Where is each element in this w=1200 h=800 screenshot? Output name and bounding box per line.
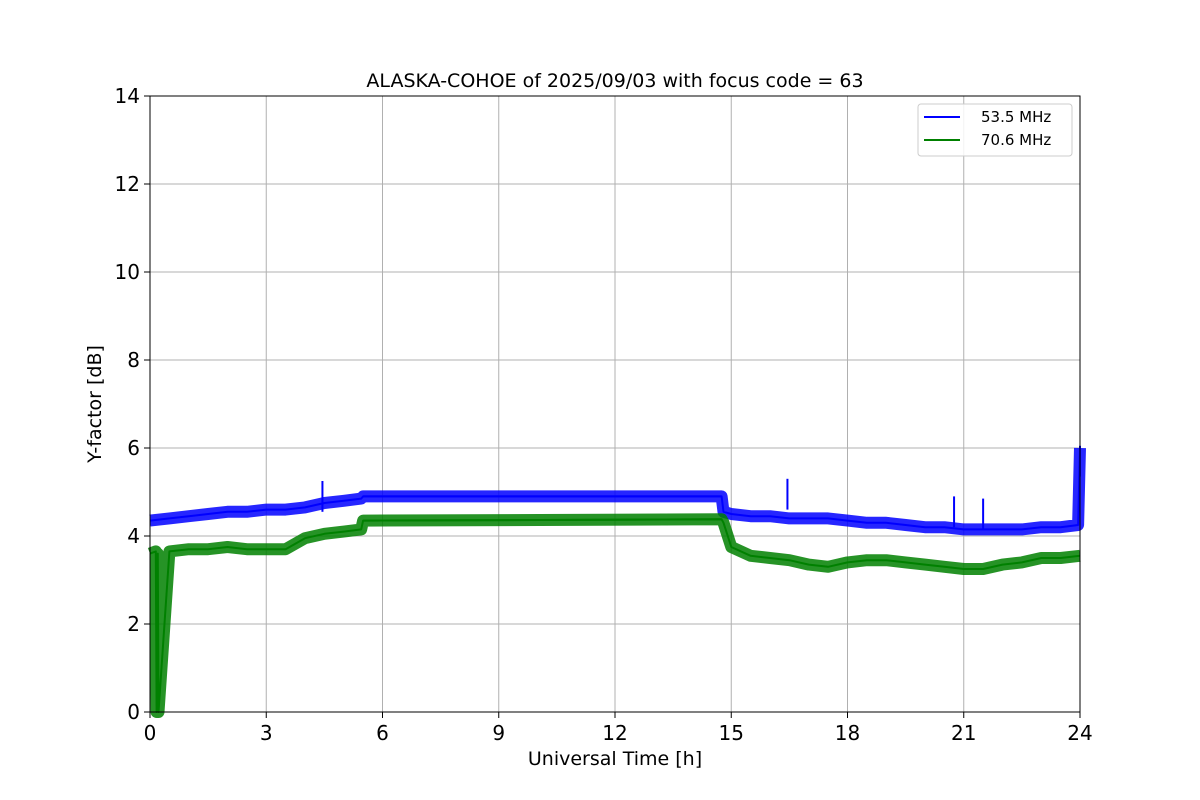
y-axis-label: Y-factor [dB] (84, 345, 106, 464)
plot-lines (147, 445, 1086, 718)
x-tick-label: 18 (835, 721, 860, 745)
x-tick-label: 15 (719, 721, 744, 745)
x-tick-label: 24 (1067, 721, 1092, 745)
chart-title: ALASKA-COHOE of 2025/09/03 with focus co… (366, 70, 863, 92)
y-tick-label: 14 (115, 84, 140, 108)
series-noise-band-0 (149, 447, 1086, 536)
y-tick-label: 10 (115, 260, 140, 284)
x-tick-label: 21 (951, 721, 976, 745)
series-noise-band-1 (147, 513, 1081, 718)
y-tick-label: 6 (127, 436, 140, 460)
x-tick-label: 9 (492, 721, 505, 745)
y-tick-label: 12 (115, 172, 140, 196)
y-tick-label: 4 (127, 524, 140, 548)
x-axis-label: Universal Time [h] (528, 748, 702, 770)
y-tick-label: 2 (127, 612, 140, 636)
x-tick-label: 6 (376, 721, 389, 745)
series-gap-line-1 (363, 518, 722, 522)
x-tick-label: 0 (144, 721, 157, 745)
legend-label-53-5: 53.5 MHz (981, 108, 1051, 126)
x-tick-label: 3 (260, 721, 273, 745)
legend-label-70-6: 70.6 MHz (981, 131, 1051, 149)
x-tick-label: 12 (602, 721, 627, 745)
y-tick-label: 0 (127, 700, 140, 724)
legend: 53.5 MHz 70.6 MHz (917, 103, 1073, 157)
y-tick-label: 8 (127, 348, 140, 372)
